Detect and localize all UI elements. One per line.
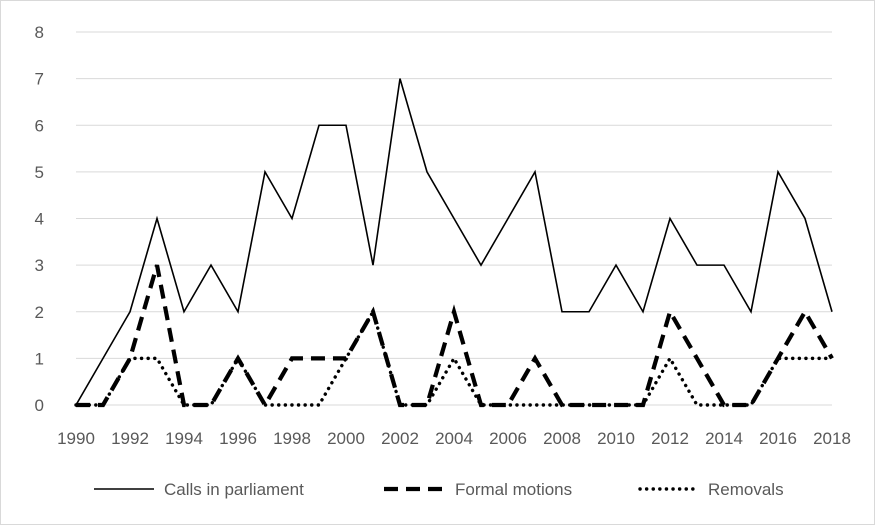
y-tick-label: 0 <box>35 396 44 415</box>
y-tick-label: 7 <box>35 70 44 89</box>
series-line-formal-motions <box>76 264 834 410</box>
x-tick-label: 1992 <box>111 429 149 448</box>
series-lines <box>74 78 834 410</box>
x-tick-label: 1996 <box>219 429 257 448</box>
y-tick-label: 3 <box>35 256 44 275</box>
x-tick-label: 2000 <box>327 429 365 448</box>
y-tick-label: 5 <box>35 163 44 182</box>
x-tick-label: 2008 <box>543 429 581 448</box>
x-axis-tick-labels: 1990 1992 1994 1996 1998 2000 2002 2004 2006 2008… <box>57 429 851 448</box>
x-tick-label: 1994 <box>165 429 203 448</box>
x-tick-label: 2018 <box>813 429 851 448</box>
y-tick-label: 1 <box>35 349 44 368</box>
y-tick-label: 8 <box>35 23 44 42</box>
x-tick-label: 2016 <box>759 429 797 448</box>
legend: Calls in parliament Formal motions Removal… <box>94 480 784 499</box>
x-tick-label: 2012 <box>651 429 689 448</box>
legend-label: Removals <box>708 480 784 499</box>
x-tick-label: 2004 <box>435 429 473 448</box>
y-tick-label: 4 <box>35 210 44 229</box>
x-tick-label: 1990 <box>57 429 95 448</box>
x-tick-label: 2014 <box>705 429 743 448</box>
legend-label: Formal motions <box>455 480 572 499</box>
x-tick-label: 2010 <box>597 429 635 448</box>
y-axis-tick-labels: 0 1 2 3 4 5 6 7 8 <box>35 23 44 415</box>
legend-label: Calls in parliament <box>164 480 304 499</box>
series-line-removals <box>74 307 834 407</box>
series-line-calls-in-parliament <box>75 78 833 406</box>
y-tick-label: 2 <box>35 303 44 322</box>
y-tick-label: 6 <box>35 116 44 135</box>
x-tick-label: 1998 <box>273 429 311 448</box>
x-tick-label: 2002 <box>381 429 419 448</box>
x-tick-label: 2006 <box>489 429 527 448</box>
